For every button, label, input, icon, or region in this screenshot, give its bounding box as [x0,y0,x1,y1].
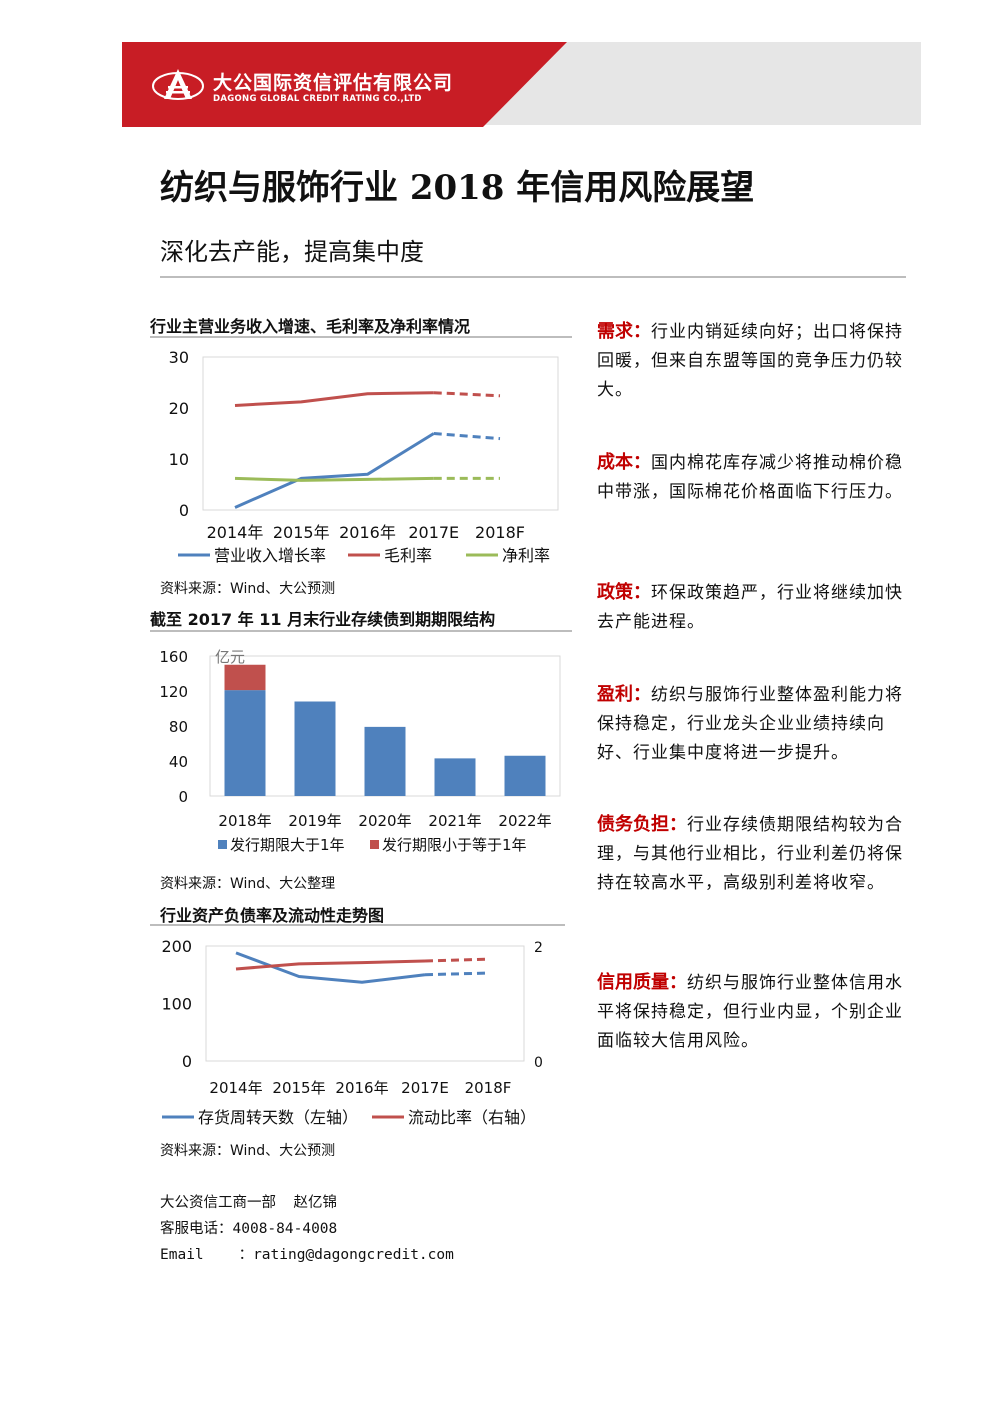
series-line-actual [234,391,434,407]
chart1-revenue-margin-lines: 0 10 20 30 2014年 2015年 2016年 2017E 2018F 营业收入增长率 毛… [169,348,559,565]
highlight-text: 纺织与服饰行业整体信用水平将保持稳定，但行业内显，个别企业面临较大信用风险。 [597,973,903,1051]
chart3-title: 行业资产负债率及流动性走势图 [160,906,385,925]
x-tick-label: 2016年 [339,523,396,542]
highlight-debt: 债务负担：行业存续债期限结构较为合理，与其他行业相比，行业利差仍将保持在较高水平… [597,810,917,898]
legend-swatch [218,840,227,849]
chart1-source: 资料来源：Wind、大公预测 [160,581,336,597]
series-line-actual [235,959,426,971]
x-tick-label: 2015年 [273,523,330,542]
email-line: Email ：rating@dagongcredit.com [160,1247,454,1263]
title-divider [160,276,906,278]
x-tick-label: 2021年 [428,812,481,830]
highlight-head: 成本： [597,452,651,473]
chart3-title-rule [150,924,565,926]
unit-label: 亿元 [215,648,245,666]
bar [294,701,336,796]
series-line-forecast [433,432,501,441]
series-line-forecast [424,957,489,963]
phone-line: 客服电话：4008-84-4008 [160,1221,338,1237]
x-tick-label: 2014年 [209,1079,262,1097]
highlight-text: 行业内销延续向好；出口将保持回暖，但来自东盟等国的竞争压力仍较大。 [597,322,903,400]
x-tick-label: 2018年 [218,812,271,830]
x-tick-label: 2018F [475,523,525,542]
y-tick-label: 20 [169,399,189,418]
y-tick-label: 0 [182,1052,192,1071]
legend-label: 毛利率 [384,546,432,565]
y-tick-label: 80 [169,718,188,736]
x-tick-label: 2018F [465,1079,512,1097]
bar [224,690,266,796]
legend-label: 净利率 [502,546,550,565]
y-tick-label: 40 [169,753,188,771]
highlight-head: 债务负担： [597,814,687,835]
highlight-head: 政策： [597,582,651,603]
series-line-actual [234,432,435,509]
legend-label: 营业收入增长率 [214,546,326,565]
chart3-inventory-liquidity-lines: 0 100 200 0 2 2014年 2015年 2016年 2017E 2018F 存货周转天数… [161,937,543,1127]
highlight-demand: 需求：行业内销延续向好；出口将保持回暖，但来自东盟等国的竞争压力仍较大。 [597,317,917,405]
x-tick-label: 2019年 [288,812,341,830]
x-tick-label: 2014年 [207,523,264,542]
y-tick-label: 200 [161,937,192,956]
bar [434,758,476,796]
bar [364,726,406,796]
x-tick-label: 2020年 [358,812,411,830]
y-tick-label: 160 [159,648,188,666]
chart3-source: 资料来源：Wind、大公预测 [160,1143,336,1159]
series-line-forecast [433,391,501,398]
series-line-forecast [424,971,489,977]
chart2-maturity-bars: 0 40 80 120 160 亿元 2018年 2019年 2020年 2021年 2022年发行… [159,648,561,854]
company-name-cn: 大公国际资信评估有限公司 [213,72,454,94]
highlight-text: 行业存续债期限结构较为合理，与其他行业相比，行业利差仍将保持在较高水平，高级别利… [597,815,903,893]
highlight-head: 盈利： [597,684,651,705]
y-tick-label: 0 [178,788,188,806]
y-tick-label: 100 [161,995,192,1014]
chart1-title-rule [150,336,572,338]
highlight-text: 纺织与服饰行业整体盈利能力将保持稳定，行业龙头企业业绩持续向好、行业集中度将进一… [597,685,903,763]
plot-frame [205,945,525,1062]
company-name-en: DAGONG GLOBAL CREDIT RATING CO.,LTD [213,94,422,104]
x-tick-label: 2016年 [335,1079,388,1097]
x-tick-label: 2015年 [272,1079,325,1097]
company-logo-icon [152,69,204,100]
highlight-head: 需求： [597,321,651,342]
y2-tick-label: 0 [534,1055,543,1071]
bar [224,664,266,691]
legend-label: 发行期限大于1年 [230,836,345,854]
plot-frame [202,356,559,511]
chart2-source: 资料来源：Wind、大公整理 [160,876,336,892]
highlight-policy: 政策：环保政策趋严，行业将继续加快去产能进程。 [597,578,917,637]
x-tick-label: 2017E [401,1079,449,1097]
highlight-text: 国内棉花库存减少将推动棉价稳中带涨，国际棉花价格面临下行压力。 [597,453,903,502]
highlight-head: 信用质量： [597,972,687,993]
report-subtitle: 深化去产能，提高集中度 [160,238,424,266]
series-line-actual [235,951,426,984]
report-title: 纺织与服饰行业 2018 年信用风险展望 [160,168,755,208]
y-tick-label: 30 [169,348,189,367]
highlight-profit: 盈利：纺织与服饰行业整体盈利能力将保持稳定，行业龙头企业业绩持续向好、行业集中度… [597,680,917,768]
legend-label: 流动比率（右轴） [408,1108,536,1127]
chart2-title-rule [150,630,572,632]
chart2-title: 截至 2017 年 11 月末行业存续债到期期限结构 [150,610,496,629]
y-tick-label: 0 [179,501,189,520]
x-tick-label: 2017E [408,523,459,542]
author-line: 大公资信工商一部 赵亿锦 [160,1195,337,1211]
bar [504,755,546,796]
y-tick-label: 10 [169,450,189,469]
series-line-actual [234,476,434,482]
y-tick-label: 120 [159,683,188,701]
highlight-text: 环保政策趋严，行业将继续加快去产能进程。 [597,583,903,632]
y2-tick-label: 2 [534,940,543,956]
x-tick-label: 2022年 [498,812,551,830]
highlight-cost: 成本：国内棉花库存减少将推动棉价稳中带涨，国际棉花价格面临下行压力。 [597,448,917,507]
header-banner [122,42,921,127]
legend-swatch [370,840,379,849]
legend-label: 发行期限小于等于1年 [382,836,527,854]
legend-label: 存货周转天数（左轴） [198,1108,358,1127]
chart1-title: 行业主营业务收入增速、毛利率及净利率情况 [150,317,471,336]
highlight-credit: 信用质量：纺织与服饰行业整体信用水平将保持稳定，但行业内显，个别企业面临较大信用… [597,968,917,1056]
